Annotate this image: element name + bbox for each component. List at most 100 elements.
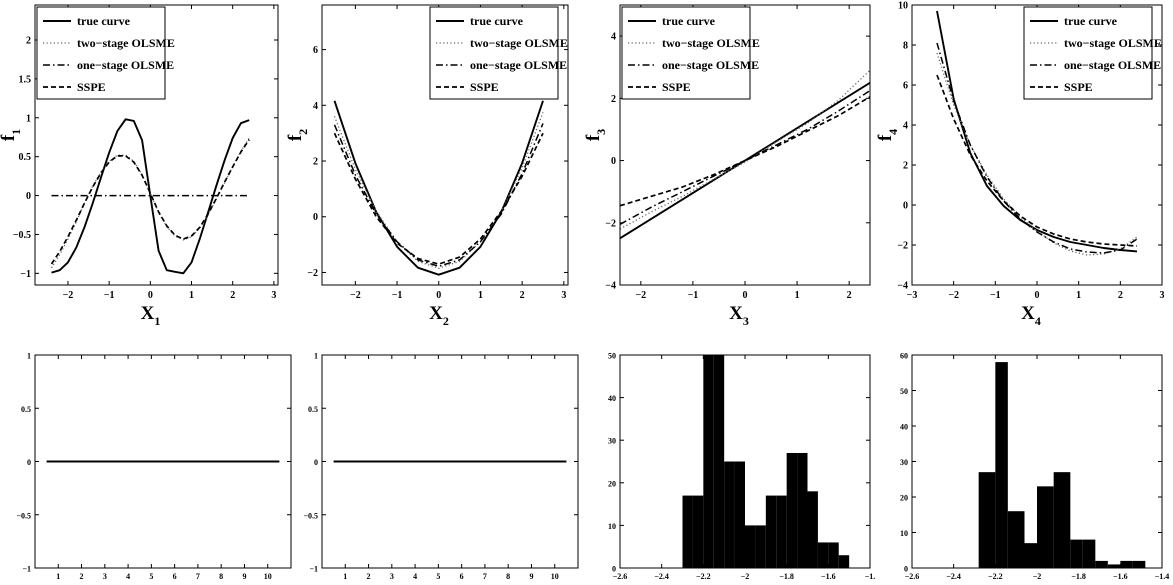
y-axis-label: f2 [285, 129, 310, 141]
y-tick-label: −1 [22, 565, 31, 574]
x-tick-label: −2 [350, 290, 361, 301]
series-group [620, 69, 870, 240]
y-tick-label: 20 [900, 494, 908, 503]
x-tick-label: 6 [460, 572, 464, 581]
histogram-bar [745, 525, 756, 568]
y-tick-label: 6 [903, 81, 908, 92]
x-tick-label: −1.8 [1071, 572, 1086, 581]
histogram-bar [978, 472, 996, 568]
y-tick-label: 0 [26, 191, 31, 202]
x-tick-label: 3 [103, 572, 107, 581]
y-axis-label: f3 [583, 129, 608, 141]
x-tick-label: 0 [436, 290, 441, 301]
series-line-two-stage-olsme [50, 137, 250, 269]
x-tick-label: 6 [173, 572, 177, 581]
y-tick-label: 8 [903, 41, 908, 52]
x-tick-label: 1 [478, 290, 483, 301]
x-tick-label: 1 [56, 572, 60, 581]
y-tick-label: −4 [897, 281, 908, 292]
legend-label: one−stage OLSME [662, 58, 759, 72]
y-tick-label: 2 [313, 157, 318, 168]
legend: true curve two−stage OLSME one−stage OLSME… [36, 6, 175, 100]
x-tick-label: −2 [1033, 572, 1042, 581]
histogram-bar [828, 542, 839, 568]
y-tick-label: 40 [900, 423, 908, 432]
histogram-bar [1120, 560, 1133, 568]
panel-7: −2.6 −2.4 −2.2 −2 −1.8 −1.6 −1. 0 10 20 30 40 50 [608, 352, 875, 582]
x-tick-label: 1 [343, 572, 347, 581]
y-tick-label: 0 [904, 565, 908, 574]
x-tick-label: −2.2 [696, 572, 711, 581]
y-tick-label: 0 [313, 212, 318, 223]
y-tick-label: 50 [900, 387, 908, 396]
panel-8: −2.6 −2.4 −2.2 −2 −1.8 −1.6 −1.4 0 10 20 30 40 50 60 [900, 352, 1169, 582]
y-tick-label: −0.5 [303, 511, 318, 520]
legend-box [621, 6, 751, 100]
x-tick-label: −1 [688, 290, 699, 301]
histogram-bar [1132, 560, 1146, 568]
histogram-bar [755, 525, 766, 568]
y-tick-label: 2 [26, 36, 31, 47]
y-tick-label: −2 [897, 241, 908, 252]
x-tick-label: −2.4 [654, 572, 669, 581]
series-line-true-curve [51, 118, 250, 275]
x-tick-label: 0 [148, 290, 153, 301]
y-tick-label: 0 [612, 565, 616, 574]
panel-4: −3 −2 −1 0 1 2 3 −4 −2 0 2 4 6 8 10 X4 f4 true curve two−s… [875, 1, 1165, 329]
x-tick-label: −1. [865, 572, 876, 581]
x-tick-label: 1 [1076, 290, 1081, 301]
x-tick-label: 4 [126, 572, 130, 581]
y-tick-label: 0.5 [21, 405, 31, 414]
histogram-bar [776, 495, 787, 568]
x-tick-label: 8 [219, 572, 223, 581]
x-tick-label: 5 [149, 572, 153, 581]
legend: true curve two−stage OLSME one−stage OLSME… [621, 6, 760, 100]
legend-label: true curve [1064, 14, 1118, 28]
x-tick-label: −2 [948, 290, 959, 301]
y-tick-label: 1 [27, 352, 31, 361]
axes-box [321, 4, 569, 286]
y-tick-label: −4 [605, 281, 616, 292]
y-tick-label: 30 [900, 458, 908, 467]
series-line-true-curve [620, 81, 870, 240]
x-tick-label: 3 [271, 290, 276, 301]
x-tick-label: 7 [196, 572, 200, 581]
y-tick-label: 4 [903, 121, 908, 132]
x-tick-label: −1.6 [821, 572, 836, 581]
x-tick-label: 7 [483, 572, 487, 581]
histogram-bar [765, 495, 777, 568]
series-group [936, 10, 1138, 256]
x-tick-label: 2 [80, 572, 84, 581]
x-tick-label: −3 [907, 290, 918, 301]
y-tick-label: 20 [608, 479, 616, 488]
y-tick-label: 0 [611, 156, 616, 167]
series-group [50, 118, 250, 275]
histogram-bar [1070, 539, 1083, 568]
series-line-one-stage-olsme [936, 42, 1138, 254]
y-tick-label: 1 [26, 113, 31, 124]
y-tick-label: 4 [611, 32, 616, 43]
histogram-bar [703, 355, 714, 568]
series-line-one-stage-olsme [620, 89, 870, 225]
x-tick-label: −2 [741, 572, 750, 581]
histogram-bar [1007, 511, 1025, 568]
y-tick-label: 6 [313, 45, 318, 56]
x-axis-label: X1 [141, 303, 161, 328]
legend: true curve two−stage OLSME one−stage OLSME… [429, 6, 568, 100]
histogram-bar [786, 452, 798, 568]
y-tick-label: 10 [608, 522, 616, 531]
y-axis-label: f4 [875, 129, 900, 141]
histogram-bar [838, 555, 850, 568]
series-line-two-stage-olsme [620, 69, 870, 230]
y-tick-label: 1 [314, 352, 318, 361]
legend-label: true curve [662, 14, 716, 28]
y-tick-label: 0 [314, 458, 318, 467]
y-tick-label: −0.5 [13, 230, 31, 241]
x-axis-label: X2 [429, 303, 449, 328]
y-tick-label: 30 [608, 437, 616, 446]
series-line-true-curve [333, 100, 544, 276]
histogram-bar [692, 495, 704, 568]
y-tick-label: 0 [27, 458, 31, 467]
histogram-bar [817, 542, 829, 568]
